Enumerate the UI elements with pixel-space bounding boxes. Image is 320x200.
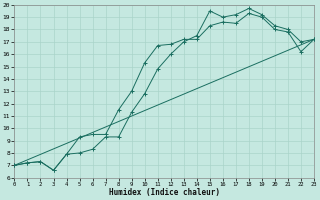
X-axis label: Humidex (Indice chaleur): Humidex (Indice chaleur) — [109, 188, 220, 197]
